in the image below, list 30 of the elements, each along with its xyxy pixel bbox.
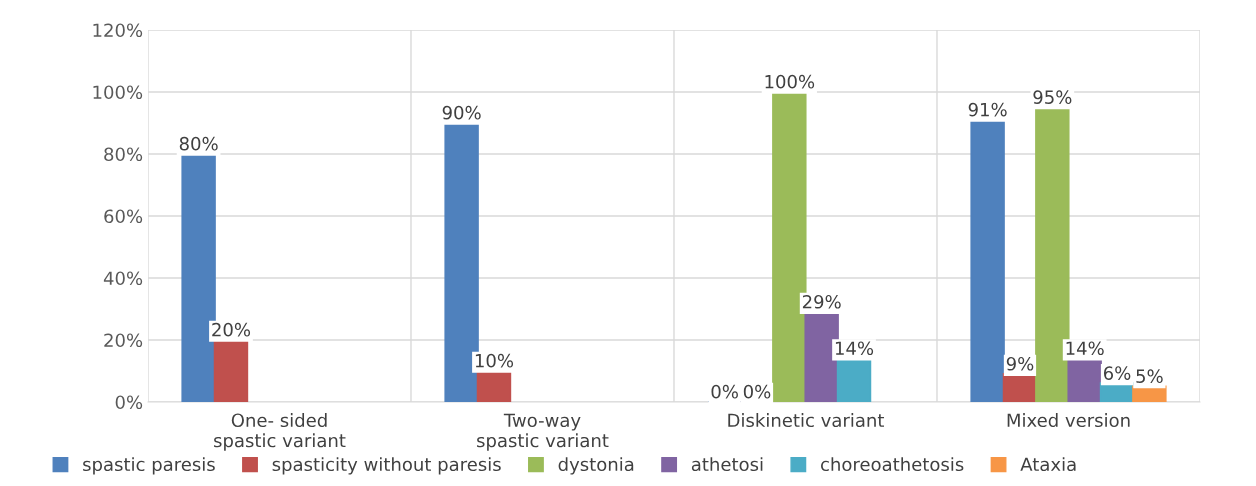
y-tick-label: 40% <box>103 271 143 286</box>
legend-label: athetosi <box>691 457 763 472</box>
data-label: 9% <box>1006 356 1034 371</box>
data-label: 14% <box>835 341 874 356</box>
data-label: 10% <box>475 353 514 368</box>
data-label: 6% <box>1103 366 1131 380</box>
y-tick-label: 120% <box>93 23 143 38</box>
data-label: 90% <box>442 105 481 120</box>
data-label: 80% <box>179 136 218 151</box>
data-label: 0% <box>711 384 738 399</box>
legend-label: dystonia <box>558 457 634 475</box>
data-label: 20% <box>212 322 251 337</box>
legend-label: spasticity without paresis <box>272 457 501 475</box>
data-label: 100% <box>765 74 815 89</box>
legend-label: Ataxia <box>1020 457 1076 472</box>
y-tick-label: 20% <box>104 333 143 348</box>
y-tick-label: 80% <box>104 147 143 162</box>
y-tick-label: 0% <box>115 395 143 410</box>
data-label: 0% <box>743 384 771 399</box>
x-tick-label: Mixed version <box>1007 413 1130 428</box>
y-tick-label: 100% <box>93 85 143 100</box>
data-label: 5% <box>1136 369 1163 383</box>
legend-label: choreoathetosis <box>821 457 964 472</box>
data-label: 29% <box>802 294 841 309</box>
data-label: 91% <box>968 102 1007 117</box>
data-label: 95% <box>1033 90 1072 104</box>
x-tick-label: Diskinetic variant <box>728 413 885 428</box>
data-label: 14% <box>1066 341 1104 356</box>
legend-label: spastic paresis <box>83 457 215 475</box>
y-tick-label: 60% <box>104 209 143 224</box>
